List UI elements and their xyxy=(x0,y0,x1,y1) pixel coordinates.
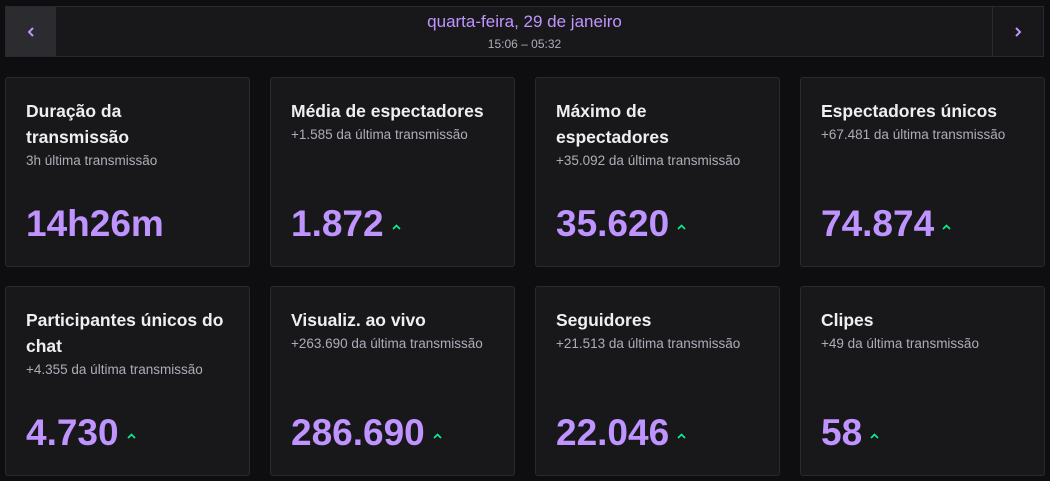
stat-card-clips: Clipes +49 da última transmissão 58 xyxy=(800,286,1045,476)
card-value: 74.874 xyxy=(821,203,935,244)
card-subtitle: +4.355 da última transmissão xyxy=(26,362,203,377)
trend-up-icon xyxy=(677,223,686,230)
card-subtitle: +35.092 da última transmissão xyxy=(556,153,741,168)
card-title: Clipes xyxy=(821,310,874,330)
card-title: Seguidores xyxy=(556,310,652,330)
stat-card-unique-chatters: Participantes únicos do chat +4.355 da ú… xyxy=(5,286,250,476)
trend-up-icon xyxy=(870,432,879,439)
trend-up-icon xyxy=(677,432,686,439)
card-value: 14h26m xyxy=(26,203,164,244)
card-subtitle: +1.585 da última transmissão xyxy=(291,127,468,142)
stat-card-stream-duration: Duração da transmissão 3h última transmi… xyxy=(5,77,250,267)
card-value: 58 xyxy=(821,412,863,453)
trend-up-icon xyxy=(942,223,951,230)
stat-card-average-viewers: Média de espectadores +1.585 da última t… xyxy=(270,77,515,267)
chevron-left-icon xyxy=(27,26,34,37)
stat-card-followers: Seguidores +21.513 da última transmissão… xyxy=(535,286,780,476)
stat-card-max-viewers: Máximo de espectadores +35.092 da última… xyxy=(535,77,780,267)
card-title: Duração da transmissão xyxy=(26,101,130,147)
card-value: 1.872 xyxy=(291,203,384,244)
card-subtitle: +49 da última transmissão xyxy=(821,336,979,351)
stat-card-live-views: Visualiz. ao vivo +263.690 da última tra… xyxy=(270,286,515,476)
card-value: 22.046 xyxy=(556,412,670,453)
card-value: 35.620 xyxy=(556,203,670,244)
card-value: 286.690 xyxy=(291,412,425,453)
stats-grid: Duração da transmissão 3h última transmi… xyxy=(5,77,1045,476)
trend-up-icon xyxy=(433,432,442,439)
card-title: Máximo de espectadores xyxy=(556,101,669,147)
card-subtitle: +21.513 da última transmissão xyxy=(556,336,741,351)
trend-up-icon xyxy=(127,432,136,439)
card-subtitle: +263.690 da última transmissão xyxy=(291,336,483,351)
next-stream-button[interactable] xyxy=(992,7,1043,56)
trend-up-icon xyxy=(392,223,401,230)
stat-card-unique-viewers: Espectadores únicos +67.481 da última tr… xyxy=(800,77,1045,267)
card-title: Participantes únicos do chat xyxy=(26,310,224,356)
previous-stream-button[interactable] xyxy=(6,7,56,56)
stream-date: quarta-feira, 29 de janeiro xyxy=(427,12,622,31)
stream-time-range: 15:06 – 05:32 xyxy=(487,37,562,51)
card-title: Visualiz. ao vivo xyxy=(291,310,426,330)
date-navigator: quarta-feira, 29 de janeiro 15:06 – 05:3… xyxy=(5,6,1044,57)
card-subtitle: +67.481 da última transmissão xyxy=(821,127,1006,142)
card-value: 4.730 xyxy=(26,412,119,453)
card-title: Média de espectadores xyxy=(291,101,484,121)
card-title: Espectadores únicos xyxy=(821,101,998,121)
card-subtitle: 3h última transmissão xyxy=(26,153,158,168)
chevron-right-icon xyxy=(1015,26,1022,37)
